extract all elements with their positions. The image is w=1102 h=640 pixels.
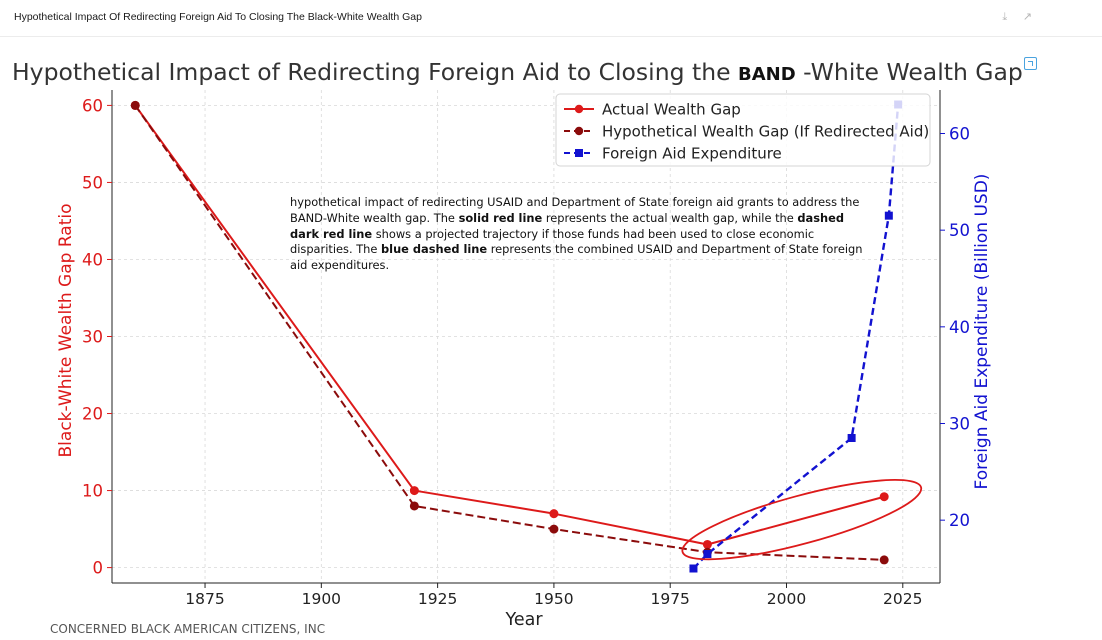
x-tick-label: 1950 [534,590,573,608]
y-left-tick-label: 20 [82,405,103,424]
data-point-square [703,550,712,558]
y-right-tick-label: 50 [949,221,970,240]
y-right-tick-label: 30 [949,415,970,434]
x-tick-label: 2025 [883,590,922,608]
data-point [130,100,140,110]
y-right-tick-label: 40 [949,318,970,337]
y-right-tick-label: 20 [949,511,970,530]
data-point [549,509,559,519]
y-left-tick-label: 0 [93,559,104,578]
annotation-bold-solid-red: solid red line [458,210,543,225]
y-left-tick-label: 10 [82,482,103,501]
y-left-tick-label: 60 [82,96,103,115]
y-left-tick-label: 30 [82,328,103,347]
y-left-tick-label: 40 [82,250,103,269]
legend-swatch-marker [574,126,584,136]
download-icon[interactable]: ⤓ ↗ [1002,10,1038,23]
x-tick-label: 1925 [418,590,457,608]
legend-box [555,93,931,167]
data-point-square [884,211,893,220]
data-point [879,492,889,502]
chart-title-bold: BAND [738,64,796,85]
data-point [879,555,889,565]
x-tick-label: 2000 [767,590,806,608]
chart-annotation: hypothetical impact of redirecting USAID… [290,195,870,274]
footer-credit: CONCERNED BLACK AMERICAN CITIZENS, INC [50,622,326,636]
annotation-bold-blue-dashed: blue dashed line [381,242,488,257]
legend-label: Foreign Aid Expenditure [602,145,782,163]
chart-title-suffix: -White Wealth Gap [796,58,1023,86]
legend-label: Hypothetical Wealth Gap (If Redirected A… [602,123,929,141]
series-line-2 [134,104,885,561]
legend-swatch-marker [575,149,583,157]
x-tick-label: 1975 [650,590,689,608]
annotation-text-2: represents the actual wealth gap, while … [542,210,798,225]
data-point-square [847,434,856,442]
x-tick-label: 1900 [302,590,341,608]
window-title: Hypothetical Impact Of Redirecting Forei… [14,11,422,23]
legend-swatch-marker [574,104,584,114]
data-point [549,524,559,534]
y-left-tick-label: 50 [82,173,103,192]
data-point [409,486,419,496]
data-point-square [689,564,698,573]
chart-title-group: Hypothetical Impact of Redirecting Forei… [12,58,1023,86]
highlight-ellipse [681,479,923,561]
series [130,100,923,573]
legend: Actual Wealth Gap Hypothetical Wealth Gap… [555,93,931,167]
series-line-1 [134,104,885,546]
chart-title-prefix: Hypothetical Impact of Redirecting Forei… [12,58,738,86]
window-header: Hypothetical Impact Of Redirecting Forei… [0,0,1102,37]
data-point [702,539,712,549]
x-axis-label: Year [504,610,543,630]
expand-icon[interactable] [1024,57,1037,70]
annotation-text-1: hypothetical impact of redirecting USAID… [290,195,860,225]
data-point [409,501,419,511]
y-right-axis-label: Foreign Aid Expenditure (Billion USD) [972,174,992,490]
annotation-text-3: shows a projected trajectory if those fu… [290,226,815,257]
y-right-tick-label: 60 [949,125,970,144]
annotation-text-4: represents the combined USAID and Depart… [290,242,863,273]
annotation-bold-dashed-red: dashed dark red line [290,210,845,241]
y-left-axis-label: Black-White Wealth Gap Ratio [56,204,76,458]
chart-title: Hypothetical Impact of Redirecting Forei… [12,58,1023,86]
x-tick-label: 1875 [185,590,224,608]
legend-label: Actual Wealth Gap [602,101,741,119]
tick-labels: 1875 1900 1925 1950 1975 2000 2025 0 10 20 30 40 50 6… [56,96,992,630]
